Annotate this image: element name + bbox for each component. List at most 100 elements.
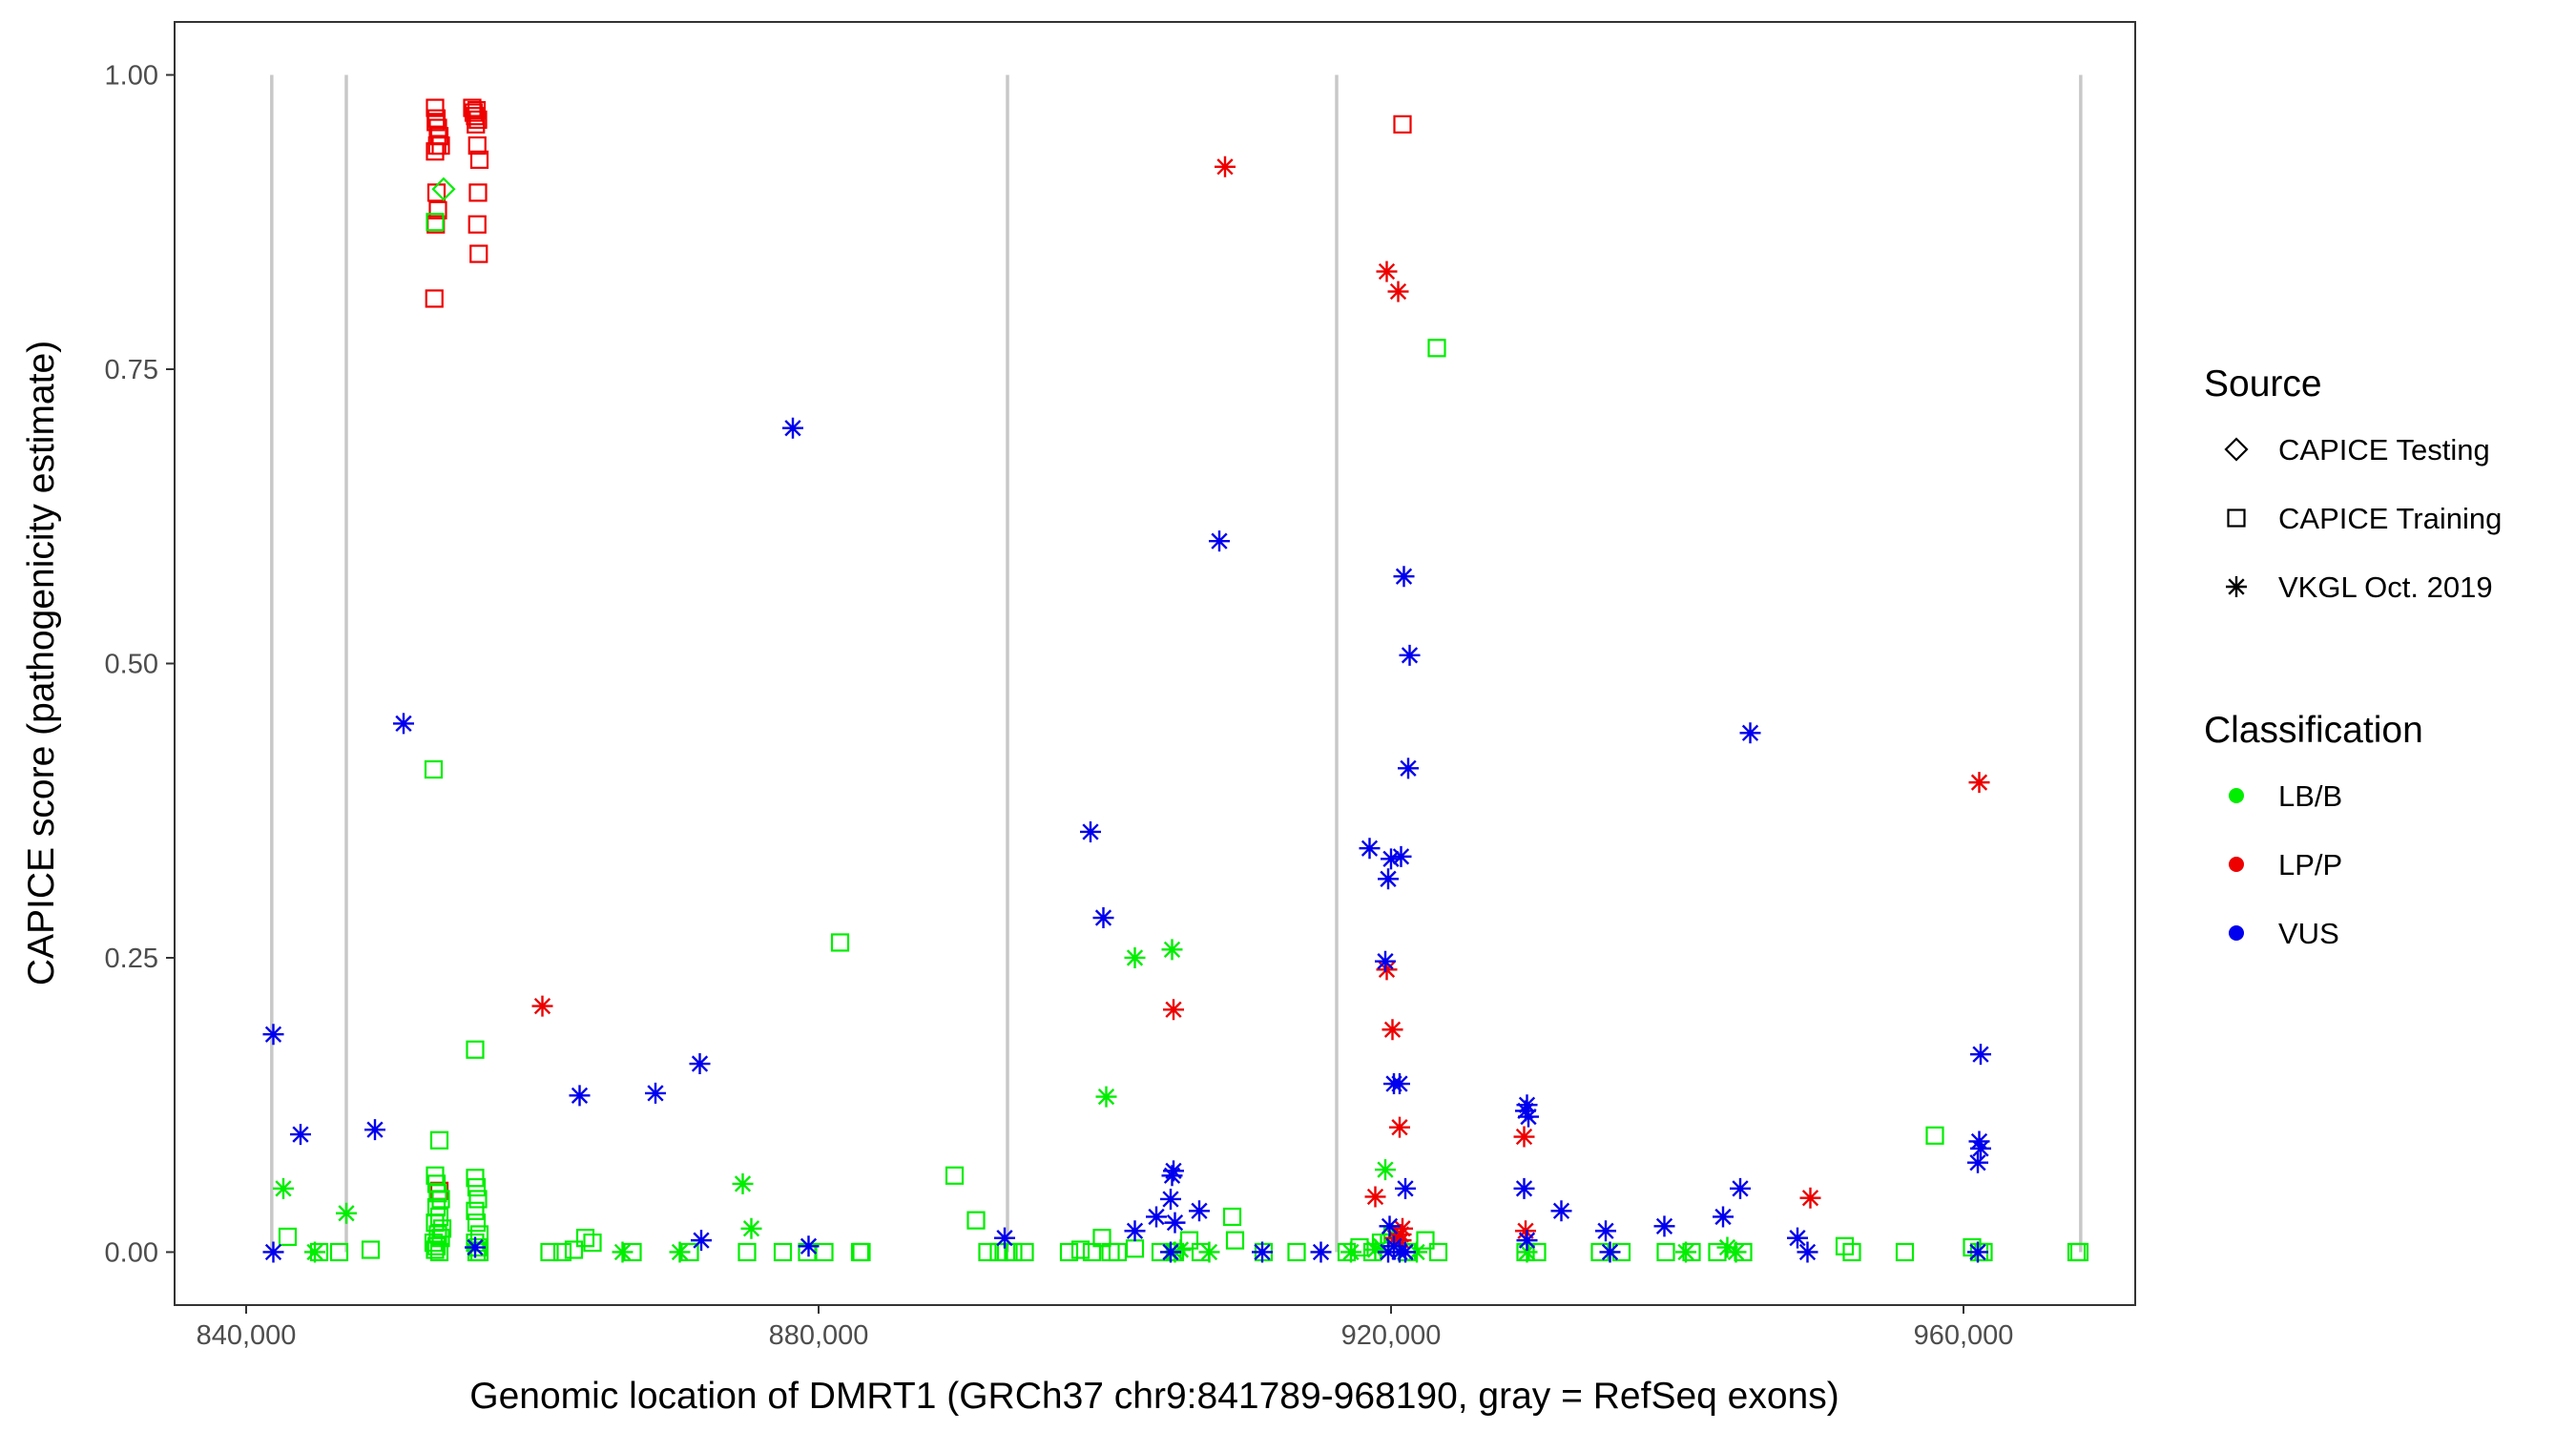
data-point (290, 1124, 311, 1146)
data-point (1970, 1044, 1991, 1066)
data-point (393, 713, 414, 735)
data-point (1381, 1019, 1403, 1041)
data-point (2069, 1242, 2089, 1262)
data-point (304, 1241, 325, 1263)
data-point (1925, 1126, 1944, 1145)
data-point (1160, 1241, 1181, 1263)
data-point (1378, 868, 1399, 890)
data-point (469, 244, 488, 263)
x-tick-label: 840,000 (197, 1320, 297, 1351)
data-point (1389, 1073, 1410, 1095)
legend-class-lpp-label: LP/P (2278, 848, 2342, 881)
data-point (1653, 1215, 1675, 1237)
data-point (1713, 1206, 1734, 1228)
data-point (426, 1240, 445, 1259)
data-point (1416, 1231, 1435, 1250)
square-icon (2227, 508, 2246, 528)
data-point (1968, 772, 1990, 794)
data-point (1379, 1215, 1401, 1237)
data-point (465, 1236, 486, 1258)
data-point (531, 995, 553, 1017)
data-point (689, 1053, 711, 1075)
data-point (691, 1230, 712, 1252)
data-point (1340, 1241, 1361, 1263)
data-point (425, 289, 444, 308)
data-point (428, 1184, 447, 1203)
data-point (1146, 1206, 1167, 1228)
data-point (1015, 1242, 1034, 1262)
data-point (1189, 1200, 1210, 1222)
legend-source-title: Source (2204, 363, 2322, 404)
legend-classification-title: Classification (2204, 710, 2423, 751)
data-point (278, 1227, 298, 1247)
data-point (830, 933, 850, 952)
asterisk-icon (2226, 576, 2247, 597)
exon-lines (270, 74, 2083, 1253)
data-point (273, 1177, 294, 1199)
data-point (612, 1241, 634, 1263)
data-point (1516, 1241, 1538, 1263)
data-point (1518, 1106, 1539, 1128)
data-point (429, 1242, 449, 1262)
data-point (1252, 1241, 1273, 1263)
data-point (1124, 946, 1146, 968)
data-point (467, 114, 486, 134)
data-point (1004, 1242, 1023, 1262)
data-point (429, 1130, 449, 1150)
data-point (1395, 1241, 1416, 1263)
data-point (1059, 1242, 1079, 1262)
data-point (994, 1227, 1015, 1249)
data-point (1359, 838, 1381, 860)
data-point (1515, 1100, 1536, 1122)
data-points (262, 98, 2089, 1263)
legend-class-lbb: LB/B (2229, 779, 2342, 813)
data-point (1513, 1126, 1535, 1148)
x-tick-label: 960,000 (1914, 1320, 2014, 1351)
data-point (364, 1119, 385, 1141)
data-point (1550, 1200, 1572, 1222)
data-point (466, 1169, 485, 1188)
data-point (1895, 1242, 1915, 1262)
data-point (361, 1240, 381, 1259)
data-point (1390, 845, 1412, 867)
legend: Source CAPICE Testing CAPICE Training VK… (2204, 363, 2502, 950)
data-point (467, 215, 487, 234)
data-point (467, 1178, 487, 1197)
data-point (1675, 1241, 1696, 1263)
y-tick-label: 0.75 (105, 355, 158, 385)
y-tick-label: 1.00 (105, 61, 158, 92)
data-point (569, 1085, 591, 1107)
data-point (1395, 1177, 1416, 1199)
data-point (431, 176, 456, 201)
data-point (1163, 1160, 1184, 1182)
data-point (966, 1211, 986, 1230)
data-point (1797, 1241, 1818, 1263)
data-point (815, 1242, 834, 1262)
legend-source-training: CAPICE Training (2227, 502, 2502, 535)
data-point (1725, 1241, 1747, 1263)
y-tick-label: 0.25 (105, 944, 158, 974)
data-point (262, 1024, 284, 1046)
data-point (1215, 156, 1236, 177)
data-point (1387, 280, 1409, 302)
data-point (1799, 1187, 1821, 1209)
data-point (1070, 1240, 1091, 1259)
data-point (978, 1242, 997, 1262)
data-point (1170, 1239, 1192, 1260)
data-point (737, 1242, 757, 1262)
data-point (1967, 1151, 1988, 1173)
x-axis-title: Genomic location of DMRT1 (GRCh37 chr9:8… (469, 1376, 1839, 1417)
data-point (1222, 1207, 1242, 1227)
data-point (552, 1242, 572, 1262)
legend-source-vkgl: VKGL Oct. 2019 (2226, 570, 2493, 604)
legend-source-testing: CAPICE Testing (2224, 433, 2490, 467)
data-point (468, 110, 488, 130)
data-point (467, 1213, 487, 1233)
data-point (1095, 1086, 1117, 1108)
data-point (1376, 260, 1398, 282)
y-axis-title: CAPICE score (pathogenicity estimate) (21, 341, 62, 985)
data-point (336, 1202, 357, 1224)
data-point (1384, 1227, 1406, 1249)
data-point (1364, 1186, 1386, 1208)
